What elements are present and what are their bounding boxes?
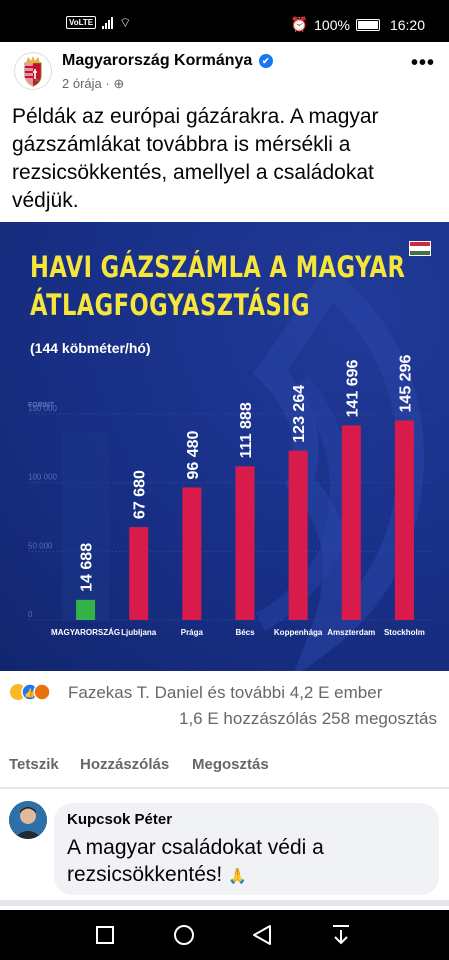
dot-separator: · <box>105 76 114 91</box>
bar-value-label: 111 888 <box>238 402 255 458</box>
reaction-icons[interactable]: 👍 <box>10 683 51 701</box>
infographic-title-line2: ÁTLAGFOGYASZTÁSIG <box>30 288 310 322</box>
y-tick-label: 150 000 <box>28 404 57 413</box>
commenter-name[interactable]: Kupcsok Péter <box>67 811 173 828</box>
home-icon[interactable] <box>174 925 194 945</box>
bar-4 <box>288 450 308 620</box>
infographic-title: HAVI GÁZSZÁMLA A MAGYAR ÁTLAGFOGYASZTÁSI… <box>30 248 405 324</box>
reaction-summary[interactable]: Fazekas T. Daniel és további 4,2 E ember <box>68 683 383 702</box>
bar-value-label: 96 480 <box>185 430 202 479</box>
y-unit-label: FORINT <box>28 402 55 409</box>
commenter-avatar[interactable] <box>9 801 47 839</box>
page-avatar[interactable] <box>14 52 52 90</box>
page-name[interactable]: Magyarország Kormánya ✔ <box>62 52 273 70</box>
post-header: Magyarország Kormánya ✔ 2 órája · ⊕ ••• <box>0 42 449 98</box>
recents-icon[interactable] <box>96 926 114 944</box>
notification-pull-icon[interactable] <box>333 925 349 945</box>
x-tick-label: Stockholm <box>384 628 425 637</box>
y-tick-label: 50 000 <box>28 541 53 550</box>
x-tick-label: Prága <box>181 628 204 637</box>
battery-percent: 100% <box>314 16 350 33</box>
highlight-column-shadow <box>62 432 110 620</box>
back-icon[interactable] <box>253 925 271 945</box>
post-text: Példák az európai gázárakra. A magyar gá… <box>12 105 379 212</box>
bar-value-label: 14 688 <box>79 543 96 592</box>
engagement-counts: 1,6 E hozzászólás 258 megosztás <box>179 709 437 729</box>
system-nav-icons <box>96 925 349 945</box>
x-tick-label: Amszterdam <box>327 628 375 637</box>
status-bar: VoLTE ⌔ ⏰ 100% 16:20 <box>0 0 449 42</box>
coat-of-arms-icon <box>24 56 42 87</box>
verified-icon: ✔ <box>258 54 273 68</box>
bar-value-label: 67 680 <box>132 470 149 519</box>
globe-icon: ⊕ <box>113 76 125 91</box>
comment-bubble[interactable]: Kupcsok Péter A magyar családokat védi a… <box>54 803 439 895</box>
bar-value-label: 145 296 <box>397 355 414 413</box>
alarm-icon: ⏰ <box>290 16 309 32</box>
bar-value-label: 141 696 <box>344 359 361 417</box>
wifi-icon: ⌔ <box>119 14 132 30</box>
like-button[interactable]: Tetszik <box>9 756 59 773</box>
bar-2 <box>182 487 202 620</box>
share-button[interactable]: Megosztás <box>192 756 269 773</box>
comment-text: A magyar családokat védi a rezsicsökkent… <box>67 834 407 890</box>
bar-0 <box>76 599 96 620</box>
flag-stripe-white <box>410 246 430 251</box>
y-tick-label: 100 000 <box>28 473 57 482</box>
battery-icon <box>355 18 380 31</box>
clock: 16:20 <box>389 16 425 33</box>
hungarian-flag-icon <box>409 241 431 256</box>
more-options-icon[interactable]: ••• <box>410 52 435 74</box>
praying-hands-icon: 🙏 <box>228 868 247 885</box>
infographic-image[interactable]: HAVI GÁZSZÁMLA A MAGYAR ÁTLAGFOGYASZTÁSI… <box>0 222 449 671</box>
signal-icon <box>102 16 114 29</box>
infographic-subtitle: (144 köbméter/hó) <box>30 340 151 356</box>
y-tick-label: 0 <box>28 610 33 619</box>
feed-divider <box>0 900 449 906</box>
bar-5 <box>341 425 361 620</box>
post-time[interactable]: 2 órája <box>62 76 102 91</box>
action-bar: Tetszik Hozzászólás Megosztás <box>0 740 449 788</box>
infographic-title-line1: HAVI GÁZSZÁMLA A MAGYAR <box>30 250 406 284</box>
angry-reaction-icon <box>33 683 51 701</box>
volte-indicator: VoLTE <box>66 16 97 29</box>
x-tick-label: Koppenhága <box>274 628 323 637</box>
bar-6 <box>394 420 414 620</box>
system-nav-bar <box>0 910 449 960</box>
comment-text-body: A magyar családokat védi a rezsicsökkent… <box>67 836 324 886</box>
x-tick-label: MAGYARORSZÁG <box>51 628 120 637</box>
share-count[interactable]: 258 megosztás <box>321 709 437 728</box>
bar-value-label: 123 264 <box>291 385 308 443</box>
x-tick-label: Bécs <box>235 628 255 637</box>
bar-1 <box>129 527 149 620</box>
flag-stripe-green <box>410 250 430 255</box>
person-avatar-icon <box>9 801 47 839</box>
thumb-glyph: 👍 <box>24 687 35 699</box>
comment-count[interactable]: 1,6 E hozzászólás <box>179 709 317 728</box>
haha-reaction-icon <box>10 684 26 700</box>
like-reaction-icon <box>21 683 39 701</box>
x-tick-label: Ljubljana <box>121 628 157 637</box>
flag-stripe-red <box>410 242 430 247</box>
post-meta: 2 órája · ⊕ <box>62 76 124 92</box>
comment-button[interactable]: Hozzászólás <box>80 756 170 773</box>
page-name-text[interactable]: Magyarország Kormánya <box>62 52 253 69</box>
bar-3 <box>235 466 255 620</box>
